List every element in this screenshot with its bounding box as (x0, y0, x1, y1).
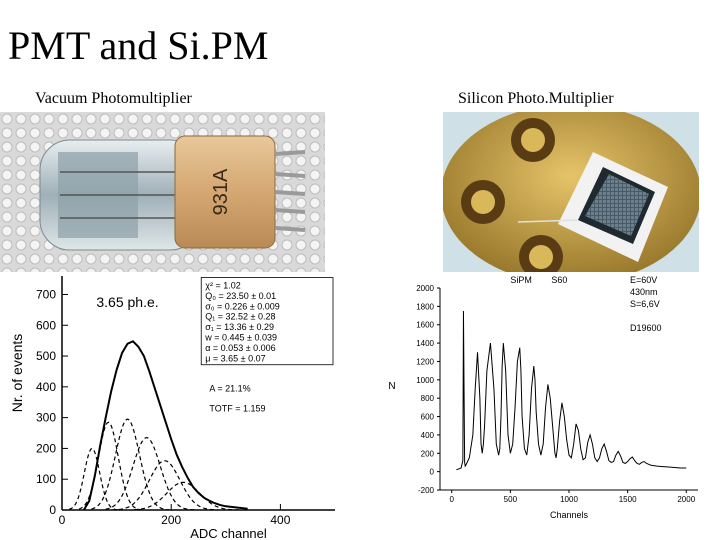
y-tick-label: 700 (36, 287, 56, 301)
x-tick-label: 0 (450, 495, 455, 504)
y-tick-label: 0 (49, 503, 56, 517)
y-tick-label: 1200 (416, 357, 434, 366)
fit-param: σ₁ = 13.36 ± 0.29 (205, 322, 274, 332)
y-tick-label: 200 (36, 441, 56, 455)
chart-title: 3.65 ph.e. (96, 294, 158, 310)
photoelectron-peak-line (78, 421, 143, 511)
fit-params-box (200, 277, 334, 366)
pmt-photo: 931A (0, 112, 325, 272)
y-tick-label: 1600 (416, 321, 434, 330)
sipm-caption: Silicon Photo.Multiplier (458, 90, 614, 107)
photoelectron-peak-line (118, 460, 219, 511)
fit-param: σ₀ = 0.226 ± 0.009 (205, 301, 280, 311)
x-tick-label: 500 (504, 495, 518, 504)
fit-param: Q₀ = 23.50 ± 0.01 (205, 291, 276, 301)
sipm-photo (443, 112, 699, 272)
y-tick-label: 600 (36, 318, 56, 332)
spectrum-line (456, 310, 687, 471)
fit-note: TOTF = 1.159 (209, 403, 265, 413)
y-tick-label: 1000 (416, 376, 434, 385)
y-tick-label: 300 (36, 411, 56, 425)
chart-subtitle: S60 (551, 275, 567, 285)
y-tick-label: 1800 (416, 302, 434, 311)
x-tick-label: 2000 (677, 495, 695, 504)
chart-annotation: 430nm (630, 287, 658, 297)
y-tick-label: 0 (430, 468, 435, 477)
photoelectron-peak-line (105, 437, 195, 511)
fit-param: μ = 3.65 ± 0.07 (205, 353, 265, 363)
fit-param: χ² = 1.02 (205, 281, 241, 291)
y-tick-label: 800 (421, 394, 435, 403)
y-tick-label: 2000 (416, 284, 434, 293)
fit-param: α = 0.053 ± 0.006 (205, 343, 275, 353)
y-axis-label: Nr. of events (9, 334, 25, 413)
y-tick-label: -200 (418, 486, 435, 495)
x-tick-label: 1500 (619, 495, 637, 504)
x-axis-label: Channels (550, 510, 589, 520)
y-axis-label: N (388, 381, 395, 392)
x-tick-label: 1000 (560, 495, 578, 504)
tube-marking: 931A (210, 168, 232, 215)
x-tick-label: 200 (161, 513, 181, 527)
x-axis-label: ADC channel (190, 526, 267, 540)
chart-annotation: S=6,6V (630, 299, 660, 309)
chart-annotation: E=60V (630, 275, 657, 285)
y-tick-label: 500 (36, 349, 56, 363)
x-tick-label: 400 (270, 513, 290, 527)
photoelectron-peak-line (68, 447, 119, 511)
y-tick-label: 200 (421, 449, 435, 458)
sipm-spectrum-chart: -200 0 200 400 600 800 1000 1200 1400 1600 1800 200… (388, 275, 698, 520)
y-tick-label: 1400 (416, 339, 434, 348)
y-tick-label: 400 (421, 431, 435, 440)
photoelectron-peak-line (134, 481, 241, 511)
y-tick-label: 400 (36, 380, 56, 394)
photoelectron-peak-line (91, 418, 170, 511)
x-tick-label: 0 (59, 513, 66, 527)
fit-param: w = 0.445 ± 0.039 (204, 333, 277, 343)
fit-note: A = 21.1% (209, 383, 250, 393)
chart-title: SiPM (510, 275, 532, 285)
y-tick-label: 100 (36, 472, 56, 486)
y-tick-label: 600 (421, 413, 435, 422)
slide-title: PMT and Si.PM (8, 23, 269, 68)
spectrum-line (82, 340, 248, 511)
pmt-caption: Vacuum Photomultiplier (35, 90, 192, 107)
chart-annotation: D19600 (630, 323, 662, 333)
fit-param: Q₁ = 32.52 ± 0.28 (205, 312, 275, 322)
